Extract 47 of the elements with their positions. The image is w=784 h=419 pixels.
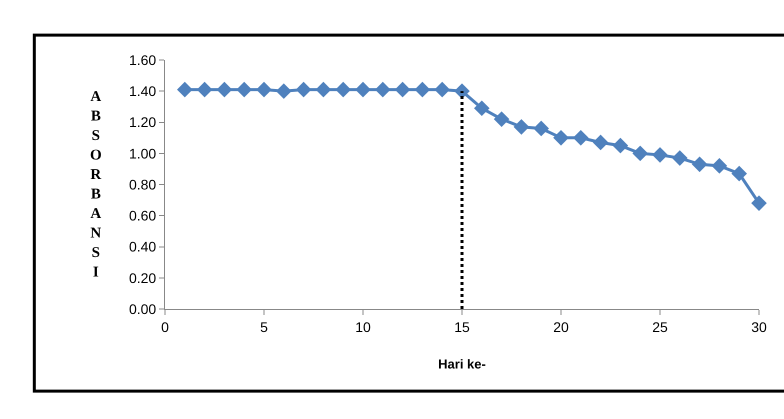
- point: [612, 138, 628, 154]
- x-tick-label: 30: [751, 318, 767, 335]
- point: [494, 111, 510, 127]
- point: [672, 150, 688, 166]
- point: [355, 82, 371, 98]
- point: [751, 195, 767, 211]
- point: [474, 100, 490, 116]
- point: [335, 82, 351, 98]
- point: [434, 82, 450, 98]
- point: [692, 156, 708, 172]
- x-tick-label: 5: [260, 318, 268, 335]
- point: [533, 120, 549, 136]
- point: [196, 82, 212, 98]
- text: ABSORBANSI: [90, 89, 102, 280]
- x-tick-label: 20: [553, 318, 569, 335]
- x-tick-label: 25: [652, 318, 668, 335]
- point: [375, 82, 391, 98]
- y-tick-label: 1.40: [128, 83, 156, 100]
- point: [177, 82, 193, 98]
- point: [553, 130, 569, 146]
- point: [573, 130, 589, 146]
- point: [394, 82, 410, 98]
- point: [712, 158, 728, 174]
- point: [276, 83, 292, 99]
- point: [592, 134, 608, 150]
- point: [236, 82, 252, 98]
- point: [296, 82, 312, 98]
- x-tick-label: 15: [454, 318, 470, 335]
- point: [731, 166, 747, 182]
- point: [652, 147, 668, 163]
- point: [414, 82, 430, 98]
- point: [256, 82, 272, 98]
- point: [514, 119, 530, 135]
- y-tick-label: 1.00: [128, 145, 156, 162]
- y-tick-label: 1.20: [128, 114, 156, 130]
- x-axis-title: Hari ke-: [438, 356, 486, 372]
- point: [632, 146, 648, 162]
- y-tick-label: 0.00: [128, 300, 156, 317]
- point: [216, 82, 232, 98]
- x-tick-label: 10: [355, 318, 371, 335]
- x-tick-label: 0: [161, 318, 170, 335]
- y-tick-label: 0.40: [128, 238, 156, 255]
- y-tick-label: 0.60: [128, 208, 156, 224]
- y-tick-label: 1.60: [128, 52, 156, 68]
- point: [316, 82, 332, 98]
- y-tick-label: 0.20: [128, 270, 156, 286]
- y-tick-label: 0.80: [128, 176, 156, 192]
